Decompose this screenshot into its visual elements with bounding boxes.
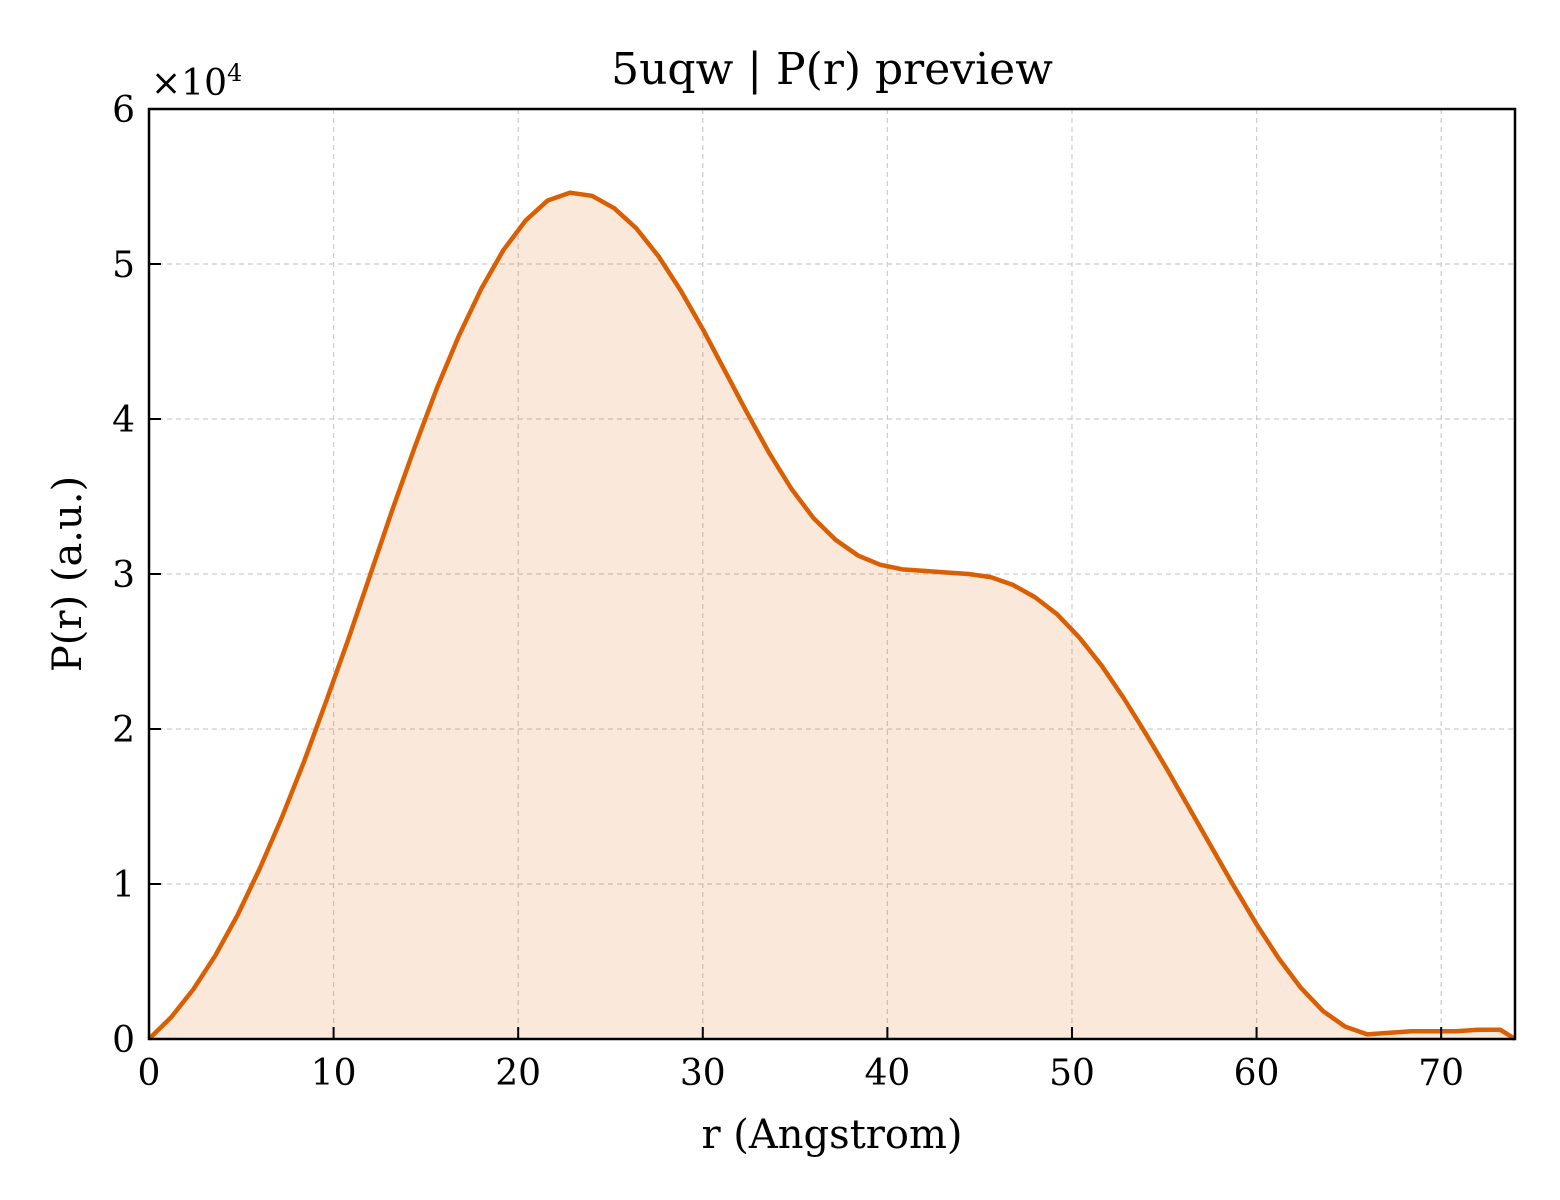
- data-layer: [147, 190, 1517, 1041]
- y-tick-label: 3: [112, 555, 135, 596]
- x-tick-label: 40: [864, 1053, 910, 1094]
- y-tick-label: 2: [112, 710, 135, 751]
- x-tick-label: 60: [1234, 1053, 1280, 1094]
- y-tick-label: 1: [112, 865, 135, 906]
- y-axis-label: P(r) (a.u.): [45, 476, 91, 672]
- x-tick-label: 20: [495, 1053, 541, 1094]
- x-tick-label: 30: [680, 1053, 726, 1094]
- x-tick-label: 70: [1418, 1053, 1464, 1094]
- ticks: 0 10 20 30 40 50 60 70 0 1 2 3 4 5 6: [112, 90, 1464, 1094]
- pr-curve-line: [147, 190, 1517, 1041]
- grid: [149, 109, 1515, 1039]
- y-tick-label: 6: [112, 90, 135, 131]
- plot-frame: [147, 107, 1517, 1041]
- y-scale-multiplier: ×104: [151, 59, 242, 104]
- x-tick-label: 10: [311, 1053, 357, 1094]
- y-tick-label: 5: [112, 245, 135, 286]
- x-tick-label: 50: [1049, 1053, 1095, 1094]
- pr-area-fill: [149, 192, 1515, 1039]
- x-axis-label: r (Angstrom): [701, 1112, 962, 1158]
- chart-title: 5uqw | P(r) preview: [611, 44, 1053, 95]
- y-tick-label: 4: [112, 400, 135, 441]
- x-tick-label: 0: [138, 1053, 161, 1094]
- y-tick-label: 0: [112, 1020, 135, 1061]
